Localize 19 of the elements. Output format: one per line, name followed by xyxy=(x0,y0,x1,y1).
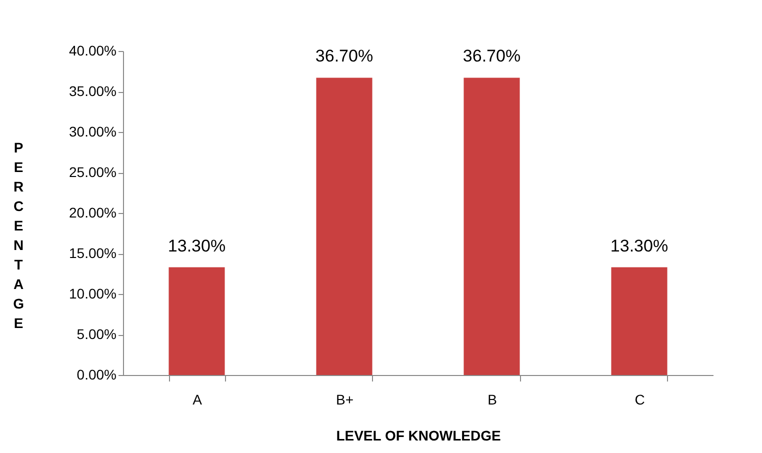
y-tick-label: 15.00% xyxy=(69,245,116,261)
y-tick-label: 20.00% xyxy=(69,204,116,220)
x-tick-label: C xyxy=(634,392,645,408)
y-tick-label: 35.00% xyxy=(69,83,116,99)
text: PERCENTAGE xyxy=(13,140,24,331)
y-tick-label: 40.00% xyxy=(69,42,116,58)
x-axis-title: LEVEL OF KNOWLEDGE xyxy=(336,428,501,444)
data-label: 36.70% xyxy=(462,46,521,66)
x-tick-label: B+ xyxy=(336,392,354,408)
data-label: 13.30% xyxy=(168,236,226,256)
y-tick-label: 5.00% xyxy=(76,326,116,342)
y-tick-label: 0.00% xyxy=(76,366,116,382)
y-tick-label: 30.00% xyxy=(69,124,116,140)
data-label: 13.30% xyxy=(610,236,668,256)
y-tick-label: 25.00% xyxy=(69,164,116,180)
x-tick-label: A xyxy=(192,392,203,408)
y-tick-label: 10.00% xyxy=(69,286,116,302)
x-tick-label: B xyxy=(488,392,497,408)
data-label: 36.70% xyxy=(315,46,374,66)
